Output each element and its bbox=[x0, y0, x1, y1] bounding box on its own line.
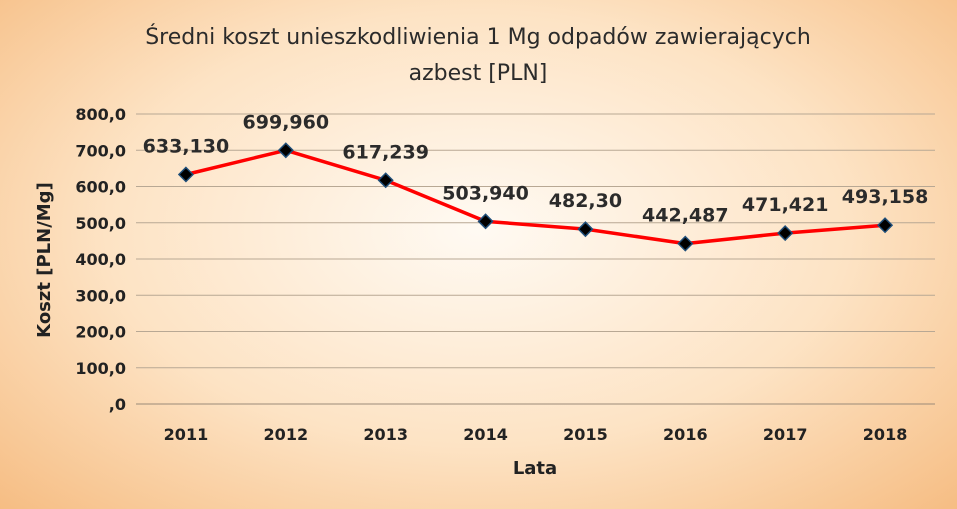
y-tick-label: 700,0 bbox=[75, 141, 126, 160]
y-tick-label: 300,0 bbox=[75, 286, 126, 305]
data-label: 471,421 bbox=[742, 194, 829, 216]
x-tick-label: 2017 bbox=[763, 425, 808, 444]
data-point-marker bbox=[177, 166, 194, 183]
data-label: 617,239 bbox=[342, 141, 429, 163]
data-point-marker bbox=[677, 235, 694, 252]
data-point-marker bbox=[477, 213, 494, 230]
data-point-marker bbox=[777, 225, 794, 242]
x-tick-label: 2016 bbox=[663, 425, 708, 444]
series-line bbox=[185, 148, 886, 246]
data-label: 503,940 bbox=[442, 182, 529, 204]
data-point-marker bbox=[877, 217, 894, 234]
y-axis-title: Koszt [PLN/Mg] bbox=[34, 182, 55, 338]
y-tick-label: 800,0 bbox=[75, 105, 126, 124]
chart-title-line2: azbest [PLN] bbox=[409, 61, 548, 86]
x-tick-label: 2012 bbox=[264, 425, 309, 444]
y-axis-ticks: ,0 100,0 200,0 300,0 400,0 500,0 600,0 700,0 800… bbox=[75, 105, 126, 414]
y-tick-label: 400,0 bbox=[75, 250, 126, 269]
data-label: 442,487 bbox=[642, 205, 729, 227]
chart-title-line1: Średni koszt unieszkodliwienia 1 Mg odpa… bbox=[145, 24, 811, 50]
series-line-path bbox=[185, 148, 886, 246]
x-axis-title: Lata bbox=[513, 458, 557, 479]
x-tick-label: 2018 bbox=[863, 425, 908, 444]
y-tick-label: 600,0 bbox=[75, 178, 126, 197]
data-label: 633,130 bbox=[143, 135, 230, 157]
y-tick-label: 100,0 bbox=[75, 359, 126, 378]
x-tick-label: 2015 bbox=[563, 425, 608, 444]
y-tick-label: 200,0 bbox=[75, 323, 126, 342]
data-point-marker bbox=[377, 172, 394, 189]
series-markers bbox=[177, 142, 894, 252]
data-point-marker bbox=[277, 142, 294, 159]
y-tick-label: 500,0 bbox=[75, 214, 126, 233]
gridlines bbox=[136, 113, 935, 405]
x-tick-label: 2013 bbox=[363, 425, 408, 444]
data-label: 482,30 bbox=[549, 190, 622, 212]
x-tick-label: 2011 bbox=[164, 425, 209, 444]
x-tick-label: 2014 bbox=[463, 425, 508, 444]
data-labels: 633,130 699,960 617,239 503,940 482,30 442,48… bbox=[143, 111, 929, 226]
data-label: 493,158 bbox=[842, 186, 929, 208]
data-label: 699,960 bbox=[243, 111, 330, 133]
x-axis-ticks: 2011 2012 2013 2014 2015 2016 2017 2018 bbox=[164, 425, 908, 444]
data-point-marker bbox=[577, 221, 594, 238]
y-tick-label: ,0 bbox=[109, 395, 126, 414]
